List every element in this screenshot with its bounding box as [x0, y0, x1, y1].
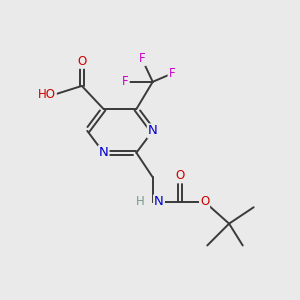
Text: N: N — [154, 195, 164, 208]
Text: H: H — [136, 195, 145, 208]
Text: O: O — [176, 169, 184, 182]
Text: HO: HO — [38, 88, 56, 100]
Text: N: N — [148, 124, 158, 137]
Text: O: O — [77, 55, 86, 68]
Text: O: O — [200, 195, 209, 208]
Text: N: N — [99, 146, 109, 159]
Text: F: F — [139, 52, 145, 65]
Text: F: F — [169, 67, 175, 80]
Text: F: F — [122, 75, 129, 88]
